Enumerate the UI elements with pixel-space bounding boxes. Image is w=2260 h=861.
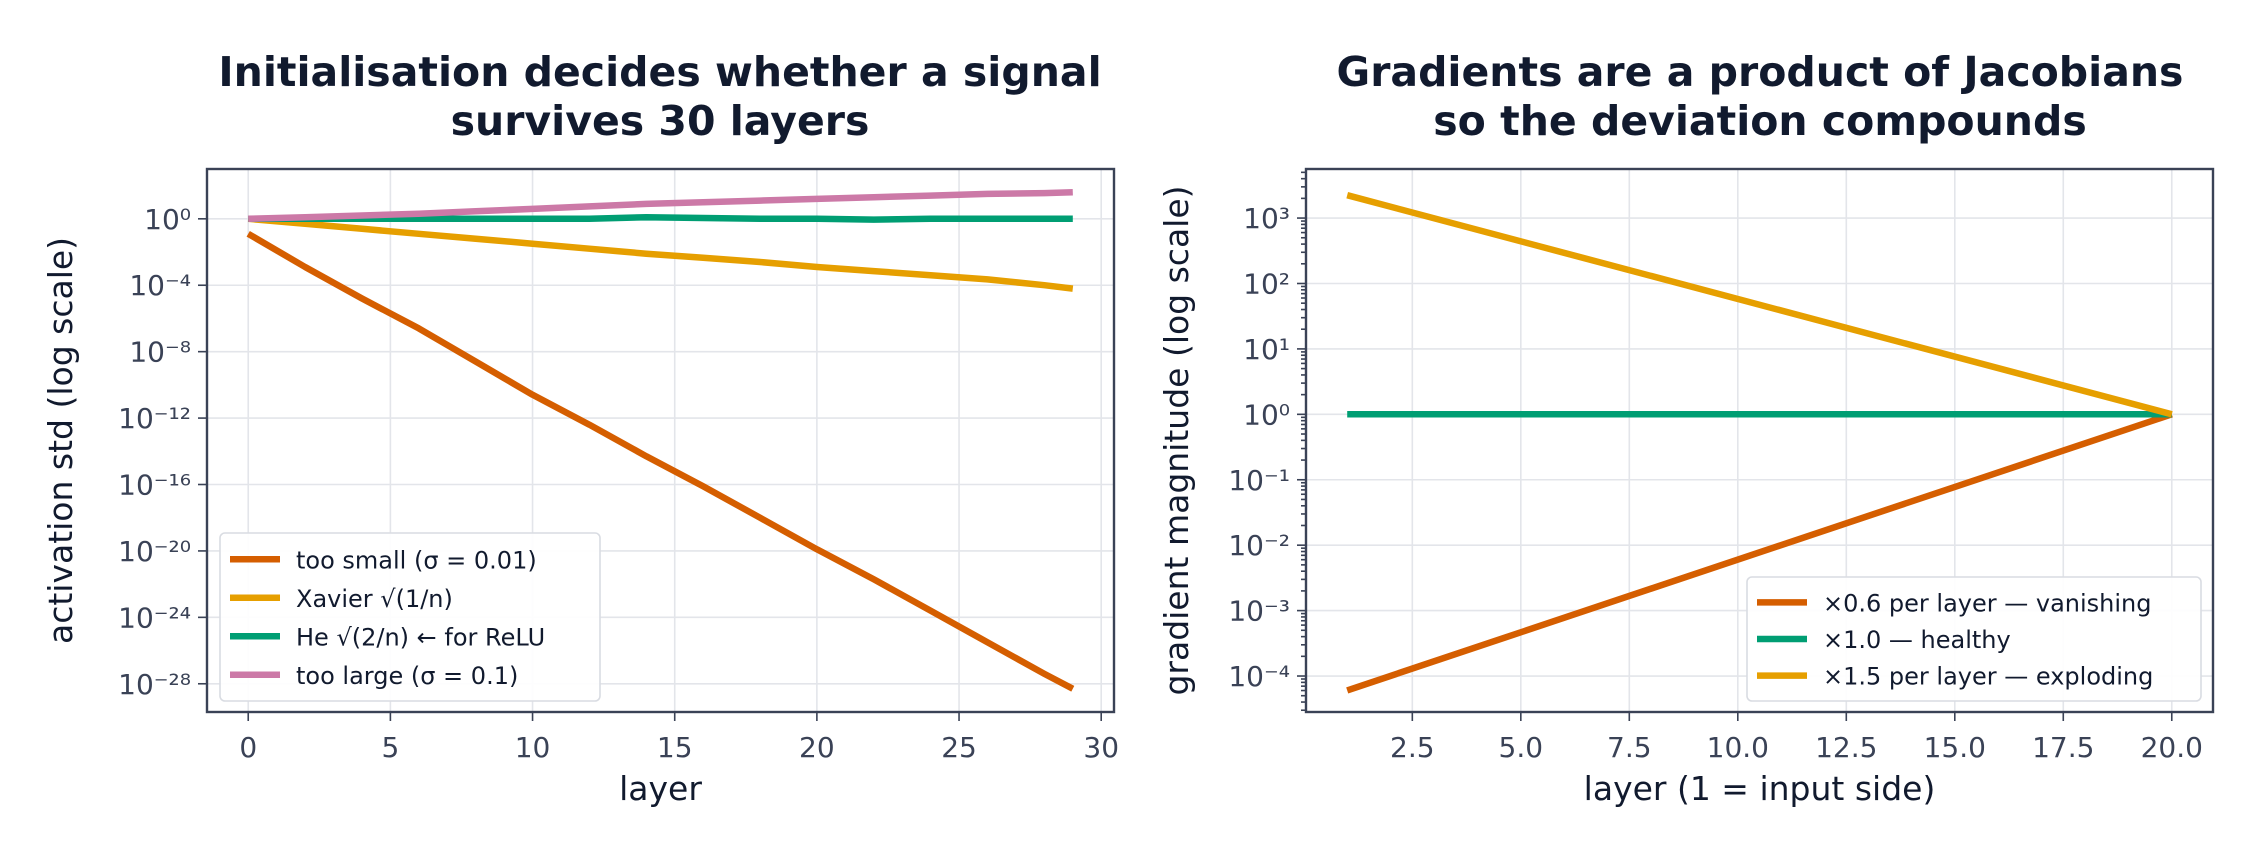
legend-label-3: He √(2/n) ← for ReLU (296, 623, 545, 651)
y-tick-label: 10⁻²⁴ (118, 601, 191, 634)
x-tick-label: 20 (799, 731, 835, 764)
x-tick-label: 15 (657, 731, 693, 764)
chart-title-line-2: survives 30 layers (451, 97, 870, 145)
y-tick-label: 10⁻⁸ (129, 336, 191, 369)
x-tick-label: 2.5 (1390, 731, 1435, 764)
y-tick-label: 10⁻²⁰ (118, 535, 191, 568)
panel-1: Initialisation decides whether a signals… (41, 48, 1119, 808)
y-axis-label: activation std (log scale) (41, 237, 80, 644)
legend-label-1: too small (σ = 0.01) (296, 546, 537, 574)
series-line-3 (1346, 192, 2173, 418)
x-tick-label: 5.0 (1499, 731, 1544, 764)
legend-label-2: ×1.0 — healthy (1823, 626, 2011, 654)
series-line-3 (248, 213, 1073, 223)
series-line-1 (1346, 411, 2173, 694)
plot-frame (1304, 167, 2215, 714)
x-tick-label: 5 (381, 731, 399, 764)
chart-title-line-1: Gradients are a product of Jacobians (1337, 48, 2184, 96)
y-tick-label: 10⁻¹² (118, 402, 191, 435)
legend-label-3: ×1.5 per layer — exploding (1823, 663, 2153, 691)
legend-label-4: too large (σ = 0.1) (296, 662, 518, 690)
x-tick-label: 30 (1083, 731, 1119, 764)
legend-box (219, 532, 601, 702)
y-tick-label: 10⁻⁴ (1228, 660, 1290, 693)
x-tick-label: 7.5 (1607, 731, 1652, 764)
plot-frame (205, 167, 1116, 714)
grid (207, 169, 1114, 712)
x-tick-label: 0 (239, 731, 257, 764)
x-axis-label: layer (1 = input side) (1584, 769, 1936, 808)
series-line-1 (246, 230, 1075, 692)
legend: too small (σ = 0.01) Xavier √(1/n) He √(2/… (219, 532, 601, 702)
x-tick-label: 10 (515, 731, 551, 764)
y-tick-label: 10⁻²⁸ (118, 668, 191, 701)
chart-title-line-1: Initialisation decides whether a signal (218, 48, 1101, 96)
x-tick-label: 12.5 (1815, 731, 1877, 764)
y-tick-label: 10⁻¹ (1228, 464, 1290, 497)
legend: ×0.6 per layer — vanishing ×1.0 — healthy… (1746, 576, 2202, 702)
y-tick-label: 10³ (1243, 202, 1290, 235)
y-tick-label: 10¹ (1243, 333, 1290, 366)
y-axis-label: gradient magnitude (log scale) (1157, 185, 1196, 695)
x-tick-label: 25 (941, 731, 977, 764)
y-tick-label: 10⁻³ (1228, 595, 1290, 628)
legend-box (1746, 576, 2202, 702)
x-tick-label: 17.5 (2032, 731, 2094, 764)
y-tick-label: 10⁰ (144, 203, 191, 236)
y-tick-label: 10² (1243, 267, 1290, 300)
chart-title-line-2: so the deviation compounds (1433, 97, 2086, 145)
y-tick-label: 10⁰ (1243, 398, 1290, 431)
series-line-2 (247, 215, 1074, 292)
x-tick-label: 20.0 (2141, 731, 2203, 764)
y-tick-label: 10⁻⁴ (129, 269, 191, 302)
y-tick-label: 10⁻² (1228, 529, 1290, 562)
legend-label-2: Xavier √(1/n) (296, 585, 453, 613)
legend-label-1: ×0.6 per layer — vanishing (1823, 589, 2152, 617)
series-line-4 (248, 188, 1073, 223)
x-axis-label: layer (619, 769, 702, 808)
x-tick-label: 10.0 (1707, 731, 1769, 764)
x-tick-label: 15.0 (1924, 731, 1986, 764)
y-tick-label: 10⁻¹⁶ (118, 469, 191, 502)
